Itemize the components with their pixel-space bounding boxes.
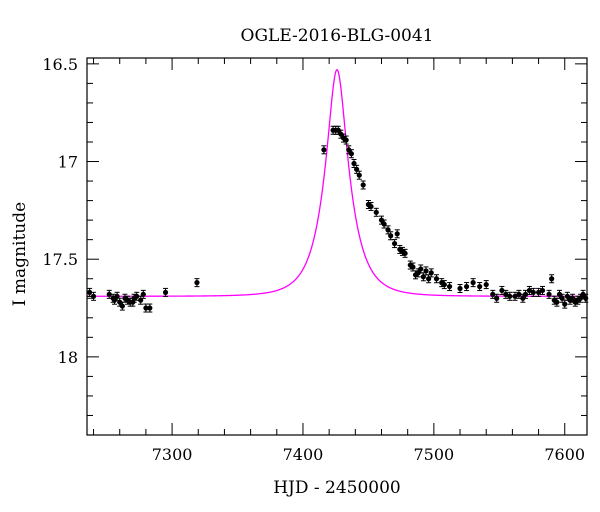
- model-curve: [87, 68, 587, 297]
- data-point: [441, 280, 447, 290]
- y-tick-label: 17.5: [42, 250, 78, 269]
- data-point: [512, 291, 518, 301]
- y-axis-label: I magnitude: [10, 202, 30, 306]
- data-point: [90, 291, 97, 301]
- data-point: [147, 303, 153, 313]
- data-point: [546, 289, 552, 299]
- plot-frame: [86, 57, 588, 436]
- data-point: [535, 287, 542, 297]
- data-point: [564, 291, 570, 301]
- data-point: [356, 170, 362, 180]
- y-tick-label: 16.5: [42, 55, 78, 74]
- data-point: [520, 293, 526, 303]
- data-point: [354, 164, 360, 174]
- data-point: [415, 268, 421, 278]
- data-point: [399, 246, 406, 256]
- data-point: [388, 231, 394, 241]
- data-point: [554, 297, 560, 307]
- data-point: [360, 180, 366, 190]
- data-point: [140, 289, 146, 299]
- data-point: [385, 225, 391, 235]
- data-point: [507, 291, 513, 301]
- y-tick-label: 17: [58, 153, 78, 172]
- data-point: [526, 285, 533, 295]
- data-point: [483, 280, 489, 290]
- data-point: [539, 285, 546, 295]
- data-point: [394, 229, 400, 239]
- data-point: [428, 268, 434, 278]
- data-point: [559, 293, 565, 303]
- data-point: [351, 158, 357, 168]
- data-point: [494, 293, 500, 303]
- data-point: [348, 149, 354, 159]
- data-point: [391, 239, 398, 249]
- data-point: [420, 272, 426, 282]
- data-point: [402, 248, 408, 258]
- data-points-layer: [87, 125, 589, 313]
- axes-layer: 7300 7400 7500 7600 16.5 17 17.5 18: [42, 55, 587, 464]
- data-point: [162, 287, 169, 297]
- data-point: [134, 291, 140, 301]
- data-point: [368, 201, 374, 211]
- data-point: [381, 219, 387, 229]
- data-point: [503, 289, 509, 299]
- data-point: [106, 289, 112, 299]
- data-point: [117, 297, 123, 307]
- data-point: [119, 301, 125, 311]
- data-point: [138, 295, 144, 305]
- data-point: [346, 145, 352, 155]
- data-point: [477, 282, 483, 292]
- x-tick-label: 7500: [413, 445, 454, 464]
- data-point: [549, 274, 555, 284]
- data-point: [457, 283, 463, 293]
- x-tick-label: 7600: [544, 445, 585, 464]
- data-point: [562, 299, 568, 309]
- data-point: [433, 274, 440, 284]
- data-point: [343, 135, 349, 145]
- x-axis-label: HJD - 2450000: [273, 478, 401, 498]
- data-point: [373, 207, 379, 217]
- data-point: [335, 125, 341, 135]
- data-point: [490, 289, 496, 299]
- data-point: [470, 278, 476, 288]
- data-point: [194, 278, 200, 288]
- data-point: [423, 266, 429, 276]
- data-point: [577, 293, 584, 303]
- data-point: [446, 282, 453, 292]
- data-point: [463, 282, 470, 292]
- data-point: [321, 145, 327, 155]
- data-point: [87, 287, 93, 297]
- chart-title: OGLE-2016-BLG-0041: [241, 26, 434, 46]
- data-point: [516, 289, 522, 299]
- model-curve-layer: [87, 68, 587, 297]
- x-tick-label: 7400: [283, 445, 324, 464]
- y-tick-label: 18: [58, 348, 78, 367]
- x-tick-label: 7300: [152, 445, 193, 464]
- data-point: [426, 274, 432, 284]
- data-point: [530, 287, 536, 297]
